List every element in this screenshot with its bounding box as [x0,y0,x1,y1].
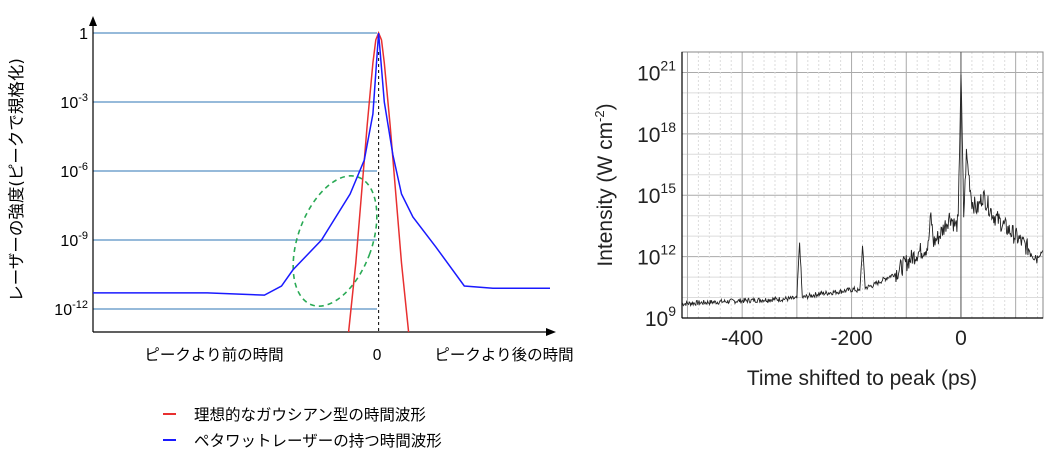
left-y-tick-labels: 1 10-3 10-6 10-9 10-12 [54,26,88,319]
legend-label-petawatt: ペタワットレーザーの持つ時間波形 [194,432,442,450]
left-y-tick-label: 10-3 [60,92,88,112]
left-y-tick-label: 10-9 [60,230,88,250]
right-y-tick-label: 1012 [637,242,676,270]
legend: 理想的なガウシアン型の時間波形 ペタワットレーザーの持つ時間波形 [163,406,442,450]
left-x-axis-arrow [546,328,556,336]
right-x-tick-labels: -400 -200 0 [721,327,967,350]
left-y-tick-label: 10-6 [60,161,88,181]
right-x-tick-label: 0 [955,327,967,350]
left-y-axis-label: レーザーの強度(ピークで規格化) [7,58,26,302]
series-line-intensity [682,74,1043,308]
legend-item-gaussian: 理想的なガウシアン型の時間波形 [163,406,426,424]
prepulse-ellipse [292,175,378,307]
series-line-petawatt [93,32,550,296]
left-y-tick-label: 10-12 [54,299,88,319]
right-y-tick-labels: 109 1012 1015 1018 1021 [637,57,676,331]
left-chart: 1 10-3 10-6 10-9 10-12 レーザーの強度(ピークで規格化) ピークよ… [7,16,574,450]
right-y-axis-label: Intensity (W cm-2) [592,103,617,266]
x-label-zero: 0 [373,347,382,364]
right-gridlines [682,51,1043,319]
right-y-tick-label: 1015 [637,180,676,208]
left-y-axis-arrow [89,16,97,26]
right-y-tick-label: 1021 [637,57,676,85]
legend-label-gaussian: 理想的なガウシアン型の時間波形 [194,406,426,424]
legend-item-petawatt: ペタワットレーザーの持つ時間波形 [163,432,442,450]
left-gridlines [93,32,377,310]
right-y-tick-label: 109 [645,303,676,331]
right-x-axis-label: Time shifted to peak (ps) [747,367,977,390]
x-label-after-peak: ピークより後の時間 [434,346,573,364]
x-label-before-peak: ピークより前の時間 [144,346,283,364]
left-y-tick-label: 1 [79,26,88,43]
right-x-tick-label: -400 [721,327,763,350]
right-chart: 109 1012 1015 1018 1021 -400 -200 0 Intensity … [592,51,1044,390]
right-y-tick-label: 1018 [637,119,676,147]
right-x-tick-label: -200 [831,327,873,350]
